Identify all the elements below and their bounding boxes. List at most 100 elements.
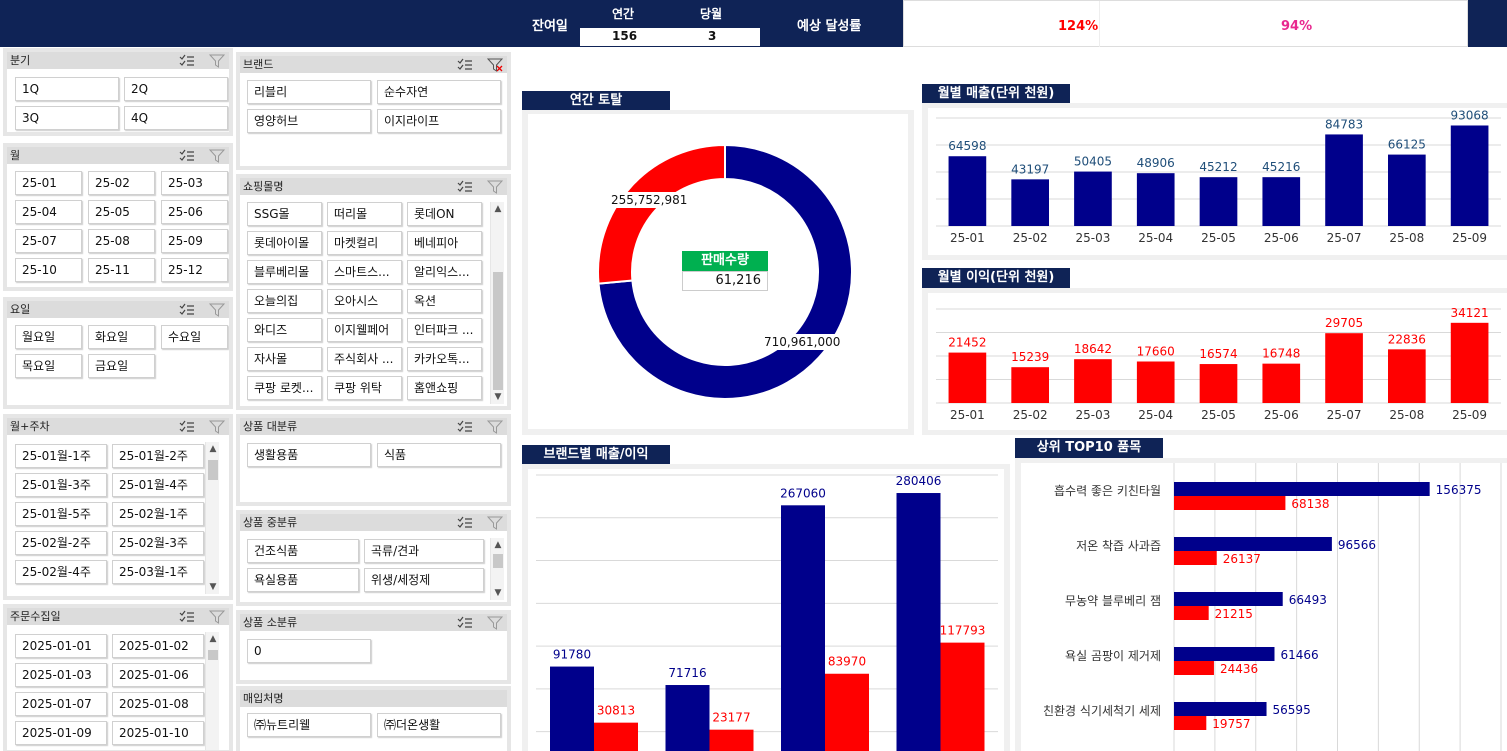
slicer-item[interactable]: 인터파크 ...	[407, 318, 482, 342]
scroll-thumb[interactable]	[493, 272, 503, 390]
scroll-thumb[interactable]	[208, 650, 218, 660]
slicer-item[interactable]: 25-10	[15, 258, 82, 282]
multiselect-icon[interactable]	[179, 149, 195, 163]
slicer-item[interactable]: 25-01월-1주	[15, 444, 107, 468]
slicer-item[interactable]: 25-06	[161, 200, 228, 224]
scroll-down-icon[interactable]: ▼	[494, 392, 502, 402]
clear-filter-icon[interactable]	[487, 516, 503, 530]
slicer-item[interactable]: 와디즈	[247, 318, 322, 342]
slicer-item[interactable]: 카카오톡...	[407, 347, 482, 371]
multiselect-icon[interactable]	[457, 58, 473, 72]
slicer-item[interactable]: SSG몰	[247, 202, 322, 226]
slicer-item[interactable]: 25-07	[15, 229, 82, 253]
slicer-item[interactable]: 25-05	[88, 200, 155, 224]
slicer-item[interactable]: 블루베리몰	[247, 260, 322, 284]
slicer-item[interactable]: 쿠팡 위탁	[327, 376, 402, 400]
clear-filter-active-icon[interactable]	[487, 58, 503, 72]
slicer-item[interactable]: 25-12	[161, 258, 228, 282]
slicer-item[interactable]: 식품	[377, 443, 501, 467]
slicer-item[interactable]: 떠리몰	[327, 202, 402, 226]
slicer-item[interactable]: 0	[247, 639, 371, 663]
multiselect-icon[interactable]	[179, 54, 195, 68]
multiselect-icon[interactable]	[457, 180, 473, 194]
clear-filter-icon[interactable]	[209, 610, 225, 624]
slicer-item[interactable]: 마켓컬리	[327, 231, 402, 255]
slicer-item[interactable]: 25-08	[88, 229, 155, 253]
slicer-item[interactable]: 2025-01-09	[15, 721, 107, 745]
slicer-item[interactable]: 25-02월-3주	[112, 531, 204, 555]
slicer-item[interactable]: 곡류/견과	[364, 539, 484, 563]
scroll-down-icon[interactable]: ▼	[494, 588, 502, 598]
clear-filter-icon[interactable]	[209, 54, 225, 68]
slicer-item[interactable]: 월요일	[15, 325, 82, 349]
slicer-item[interactable]: 25-09	[161, 229, 228, 253]
slicer-item[interactable]: 롯데아이몰	[247, 231, 322, 255]
slicer-item[interactable]: 25-01월-2주	[112, 444, 204, 468]
multiselect-icon[interactable]	[457, 516, 473, 530]
scroll-up-icon[interactable]: ▲	[209, 444, 217, 454]
slicer-item[interactable]: 위생/세정제	[364, 568, 484, 592]
slicer-item[interactable]: 금요일	[88, 354, 155, 378]
slicer-item[interactable]: 25-11	[88, 258, 155, 282]
slicer-item[interactable]: 욕실용품	[247, 568, 359, 592]
slicer-item[interactable]: 오늘의집	[247, 289, 322, 313]
slicer-item[interactable]: 옥션	[407, 289, 482, 313]
slicer-item[interactable]: 25-03	[161, 171, 228, 195]
slicer-item[interactable]: 25-02	[88, 171, 155, 195]
slicer-item[interactable]: 2025-01-01	[15, 634, 107, 658]
scroll-thumb[interactable]	[493, 554, 503, 568]
slicer-item[interactable]: ㈜뉴트리웰	[247, 713, 371, 737]
clear-filter-icon[interactable]	[487, 420, 503, 434]
slicer-item[interactable]: 2025-01-08	[112, 692, 204, 716]
clear-filter-icon[interactable]	[487, 180, 503, 194]
slicer-item[interactable]: 25-01월-5주	[15, 502, 107, 526]
slicer-item[interactable]: 25-01	[15, 171, 82, 195]
slicer-item[interactable]: 목요일	[15, 354, 82, 378]
slicer-item[interactable]: 25-01월-3주	[15, 473, 107, 497]
slicer-item[interactable]: 2025-01-03	[15, 663, 107, 687]
clear-filter-icon[interactable]	[209, 149, 225, 163]
slicer-item[interactable]: 25-02월-2주	[15, 531, 107, 555]
multiselect-icon[interactable]	[457, 420, 473, 434]
slicer-item[interactable]: 25-02월-1주	[112, 502, 204, 526]
slicer-item[interactable]: 스마트스...	[327, 260, 402, 284]
slicer-item[interactable]: 순수자연	[377, 80, 501, 104]
scroll-up-icon[interactable]: ▲	[494, 540, 502, 550]
slicer-item[interactable]: 이지웰페어	[327, 318, 402, 342]
slicer-item[interactable]: 오아시스	[327, 289, 402, 313]
slicer-item[interactable]: 2025-01-10	[112, 721, 204, 745]
slicer-item[interactable]: 25-03월-1주	[112, 560, 204, 584]
slicer-item[interactable]: 3Q	[15, 106, 119, 130]
slicer-item[interactable]: 25-02월-4주	[15, 560, 107, 584]
slicer-item[interactable]: 생활용품	[247, 443, 371, 467]
scroll-up-icon[interactable]: ▲	[209, 634, 217, 644]
scrollbar[interactable]: ▲ ▼	[205, 442, 219, 594]
slicer-item[interactable]: 2025-01-06	[112, 663, 204, 687]
slicer-item[interactable]: 25-01월-4주	[112, 473, 204, 497]
slicer-item[interactable]: 베네피아	[407, 231, 482, 255]
slicer-item[interactable]: 주식회사 ...	[327, 347, 402, 371]
slicer-item[interactable]: 화요일	[88, 325, 155, 349]
scroll-up-icon[interactable]: ▲	[494, 204, 502, 214]
slicer-item[interactable]: 2025-01-07	[15, 692, 107, 716]
slicer-item[interactable]: 2Q	[124, 77, 228, 101]
slicer-item[interactable]: 홈앤쇼핑	[407, 376, 482, 400]
slicer-item[interactable]: 4Q	[124, 106, 228, 130]
scrollbar[interactable]: ▲ ▼	[490, 202, 504, 404]
slicer-item[interactable]: 롯데ON	[407, 202, 482, 226]
clear-filter-icon[interactable]	[487, 616, 503, 630]
slicer-item[interactable]: 자사몰	[247, 347, 322, 371]
scroll-down-icon[interactable]: ▼	[209, 582, 217, 592]
slicer-item[interactable]: 이지라이프	[377, 109, 501, 133]
slicer-item[interactable]: 25-04	[15, 200, 82, 224]
multiselect-icon[interactable]	[179, 610, 195, 624]
slicer-item[interactable]: 영양허브	[247, 109, 371, 133]
slicer-item[interactable]: 리블리	[247, 80, 371, 104]
clear-filter-icon[interactable]	[209, 303, 225, 317]
multiselect-icon[interactable]	[179, 303, 195, 317]
slicer-item[interactable]: 알리익스...	[407, 260, 482, 284]
slicer-item[interactable]: ㈜더온생활	[377, 713, 501, 737]
multiselect-icon[interactable]	[179, 420, 195, 434]
multiselect-icon[interactable]	[457, 616, 473, 630]
slicer-item[interactable]: 건조식품	[247, 539, 359, 563]
